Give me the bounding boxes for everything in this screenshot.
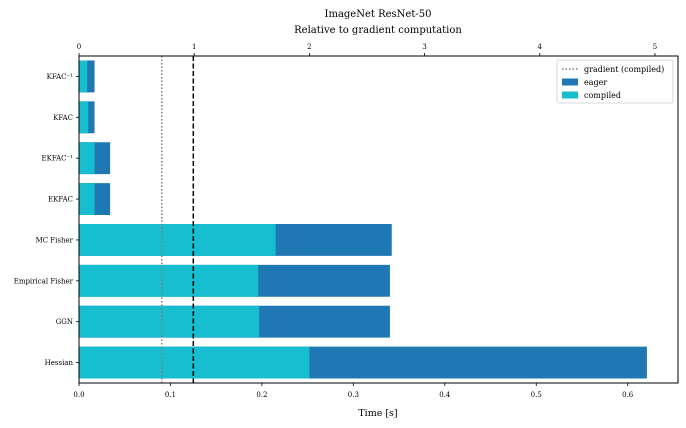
legend-swatch-1	[562, 78, 578, 86]
x-tick-label: 0.6	[622, 391, 634, 399]
chart-title: ImageNet ResNet-50	[325, 9, 432, 20]
bar-compiled-0	[79, 60, 88, 93]
x-tick-label: 0.5	[531, 391, 542, 399]
top-tick-label: 4	[538, 43, 543, 51]
legend-label: eager	[584, 78, 607, 87]
x-tick-label: 0.0	[73, 391, 84, 399]
x-tick-label: 0.2	[256, 391, 267, 399]
top-tick-label: 1	[192, 43, 196, 51]
bar-compiled-6	[79, 305, 260, 338]
bar-compiled-1	[79, 101, 89, 134]
bar-compiled-7	[79, 346, 310, 379]
bar-compiled-5	[79, 264, 259, 297]
bar-compiled-4	[79, 223, 276, 256]
category-label: KFAC⁻¹	[47, 73, 74, 81]
legend-frame	[556, 59, 674, 104]
top-tick-label: 0	[77, 43, 81, 51]
plot-frame	[78, 55, 679, 384]
category-label: GGN	[56, 318, 73, 326]
legend-label: gradient (compiled)	[584, 65, 664, 74]
legend: gradient (compiled) eager compiled	[556, 59, 674, 104]
legend-swatch-2	[562, 91, 578, 99]
reference-lines	[161, 56, 195, 383]
top-tick-label: 2	[307, 43, 311, 51]
category-label: EKFAC⁻¹	[42, 155, 74, 163]
x-tick-label: 0.4	[439, 391, 451, 399]
category-label: EKFAC	[48, 196, 73, 204]
legend-label: compiled	[584, 91, 621, 100]
category-label: KFAC	[53, 114, 73, 122]
category-label: MC Fisher	[36, 236, 74, 244]
bars-group	[79, 60, 647, 379]
bar-compiled-2	[79, 142, 95, 175]
x-axis-bottom: 0.0 0.1 0.2 0.3 0.4 0.5 0.6	[73, 383, 634, 399]
x-tick-label: 0.1	[165, 391, 176, 399]
category-label: Hessian	[45, 359, 74, 367]
chart-subtitle: Relative to gradient computation	[294, 25, 462, 36]
x-axis-label: Time [s]	[358, 408, 397, 419]
x-tick-label: 0.3	[348, 391, 359, 399]
x-axis-top: 0 1 2 3 4 5	[77, 43, 657, 56]
y-axis: KFAC⁻¹ KFAC EKFAC⁻¹ EKFAC MC Fisher Empirical…	[14, 73, 79, 367]
category-label: Empirical Fisher	[14, 277, 74, 285]
bar-compiled-3	[79, 183, 95, 216]
top-tick-label: 5	[653, 43, 657, 51]
top-tick-label: 3	[422, 43, 426, 51]
